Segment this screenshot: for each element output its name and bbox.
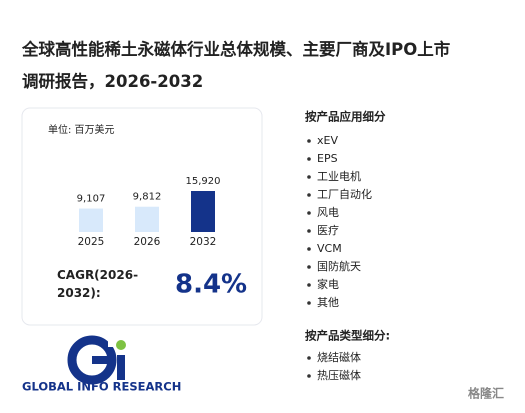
value-label: 9,107 <box>77 194 106 205</box>
bullet <box>307 229 311 233</box>
bullet <box>307 374 311 378</box>
section-title: 按产品类型细分: <box>305 329 390 343</box>
bullet <box>307 211 311 215</box>
x-tick-label: 2025 <box>78 236 105 248</box>
logo-g-cut <box>108 340 116 347</box>
bar <box>191 191 215 232</box>
cagr-line: 2032): <box>57 286 101 300</box>
logo-text: GLOBAL INFO RESEARCH <box>22 380 181 394</box>
bullet <box>307 193 311 197</box>
watermark: 格隆汇 <box>468 386 504 401</box>
list-item: EPS <box>317 152 338 165</box>
logo-mark <box>67 335 126 385</box>
logo-g-bar <box>92 356 112 364</box>
list-item: 家电 <box>317 277 339 291</box>
list-item: 热压磁体 <box>317 368 361 382</box>
chart-title: 全球高性能稀土永磁体行业总体规模、主要厂商及IPO上市调研报告，2026-203… <box>21 39 450 91</box>
title-line: 全球高性能稀土永磁体行业总体规模、主要厂商及IPO上市 <box>21 39 450 59</box>
list-item: 工厂自动化 <box>317 187 372 201</box>
list-item: xEV <box>317 134 338 147</box>
bullet <box>307 356 311 360</box>
list-item: 其他 <box>317 296 339 309</box>
list-item: 工业电机 <box>317 169 361 183</box>
cagr-line: CAGR(2026- <box>57 268 138 282</box>
bullet <box>307 157 311 161</box>
bullet <box>307 247 311 251</box>
list-item: 烧结磁体 <box>317 350 361 364</box>
x-tick-label: 2032 <box>190 236 217 248</box>
list-item: 国防航天 <box>317 259 361 273</box>
cagr-value: 8.4% <box>175 270 247 300</box>
x-tick-label: 2026 <box>134 236 161 248</box>
logo-dot <box>116 340 126 350</box>
bullet <box>307 265 311 269</box>
cagr-label: CAGR(2026- 2032): <box>57 268 138 300</box>
value-label: 9,812 <box>133 192 162 203</box>
list-item: 风电 <box>317 206 339 219</box>
section-title: 按产品应用细分 <box>305 110 386 124</box>
value-label: 15,920 <box>186 176 221 187</box>
bar <box>79 208 103 232</box>
bullet <box>307 301 311 305</box>
unit-label: 单位: 百万美元 <box>48 123 115 136</box>
title-line: 调研报告，2026-2032 <box>22 71 203 91</box>
bar <box>135 206 159 232</box>
list-item: VCM <box>317 242 342 255</box>
bullet <box>307 139 311 143</box>
list-item: 医疗 <box>317 223 339 237</box>
logo-i <box>117 355 125 380</box>
bullet <box>307 175 311 179</box>
bullet <box>307 283 311 287</box>
